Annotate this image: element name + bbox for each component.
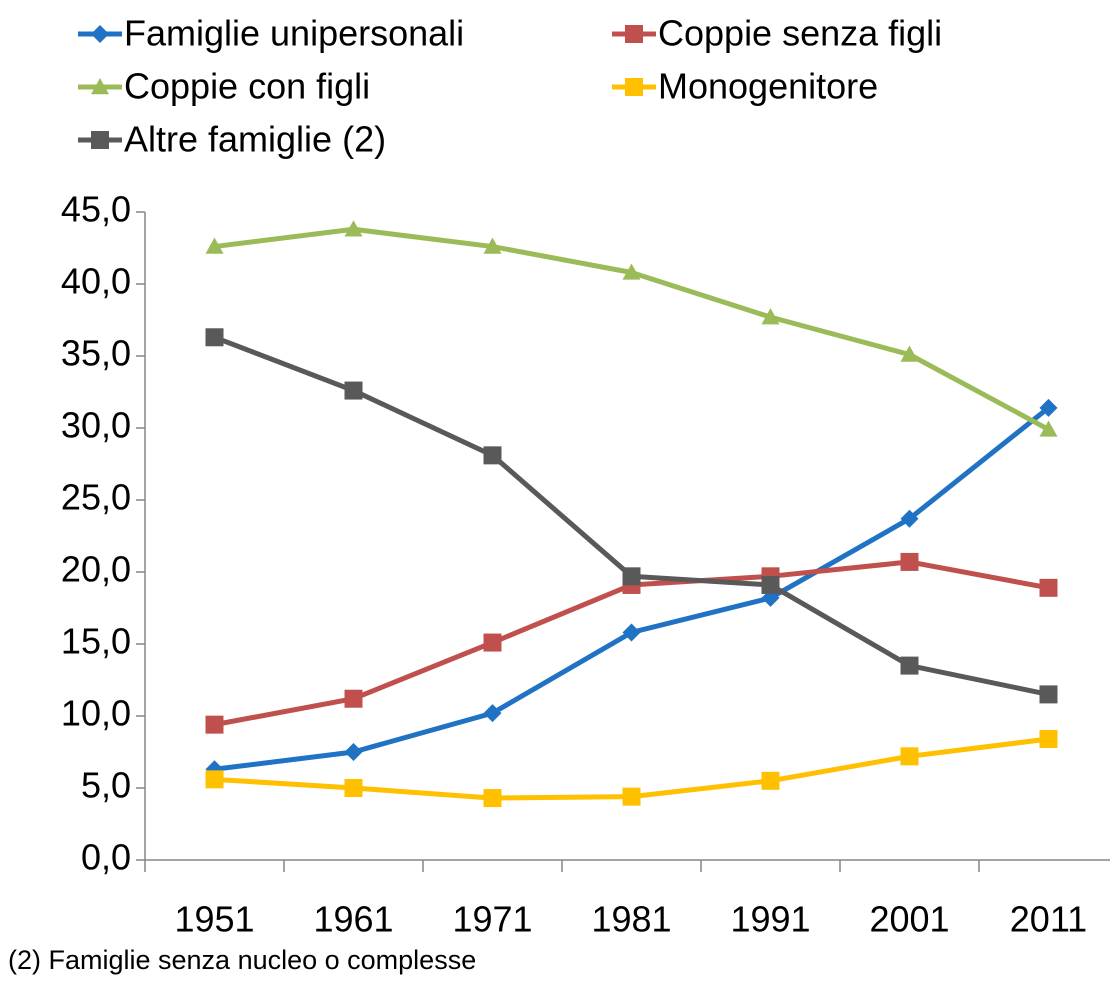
marker bbox=[1039, 578, 1058, 597]
marker bbox=[205, 715, 224, 734]
marker bbox=[900, 656, 919, 675]
marker bbox=[483, 237, 502, 254]
legend-label: Altre famiglie (2) bbox=[124, 119, 386, 160]
marker bbox=[622, 567, 641, 586]
marker bbox=[1039, 685, 1058, 704]
marker bbox=[761, 771, 780, 790]
y-tick-label: 20,0 bbox=[61, 549, 131, 590]
marker bbox=[483, 633, 502, 652]
x-tick-label: 1981 bbox=[591, 899, 671, 940]
marker bbox=[622, 623, 641, 642]
y-tick-label: 45,0 bbox=[61, 189, 131, 230]
y-tick-label: 40,0 bbox=[61, 261, 131, 302]
legend-label: Coppie con figli bbox=[124, 66, 370, 107]
marker bbox=[625, 25, 643, 43]
marker bbox=[625, 78, 643, 96]
legend-label: Coppie senza figli bbox=[658, 13, 942, 54]
marker bbox=[344, 779, 363, 797]
marker bbox=[1039, 730, 1058, 749]
y-tick-label: 10,0 bbox=[61, 693, 131, 734]
marker bbox=[900, 509, 919, 528]
marker bbox=[483, 446, 502, 465]
y-tick-label: 25,0 bbox=[61, 477, 131, 518]
marker bbox=[761, 308, 780, 325]
marker bbox=[900, 552, 919, 571]
marker bbox=[900, 345, 919, 362]
marker bbox=[622, 263, 641, 280]
marker bbox=[344, 689, 363, 708]
legend-label: Monogenitore bbox=[658, 66, 878, 107]
x-tick-label: 1991 bbox=[730, 899, 810, 940]
y-tick-label: 5,0 bbox=[81, 765, 131, 806]
marker bbox=[205, 328, 224, 347]
y-tick-label: 0,0 bbox=[81, 837, 131, 878]
x-tick-label: 1971 bbox=[452, 899, 532, 940]
x-tick-label: 1951 bbox=[174, 899, 254, 940]
series-line bbox=[214, 226, 1050, 432]
legend-label: Famiglie unipersonali bbox=[124, 13, 464, 54]
marker bbox=[483, 789, 502, 808]
marker bbox=[900, 747, 919, 766]
y-tick-label: 35,0 bbox=[61, 333, 131, 374]
marker bbox=[344, 220, 363, 237]
marker bbox=[1039, 398, 1058, 417]
marker bbox=[91, 78, 109, 95]
marker bbox=[622, 787, 641, 806]
marker bbox=[483, 704, 502, 723]
marker bbox=[205, 770, 224, 789]
footnote: (2) Famiglie senza nucleo o complesse bbox=[8, 945, 476, 975]
x-tick-label: 2011 bbox=[1010, 899, 1087, 940]
marker bbox=[1039, 420, 1058, 437]
marker bbox=[91, 25, 109, 43]
marker bbox=[91, 131, 109, 149]
marker bbox=[344, 743, 363, 761]
y-tick-label: 15,0 bbox=[61, 621, 131, 662]
x-tick-label: 1961 bbox=[313, 899, 393, 940]
y-tick-label: 30,0 bbox=[61, 405, 131, 446]
x-tick-label: 2001 bbox=[869, 899, 949, 940]
marker bbox=[344, 381, 363, 400]
marker bbox=[761, 575, 780, 594]
marker bbox=[205, 237, 224, 254]
